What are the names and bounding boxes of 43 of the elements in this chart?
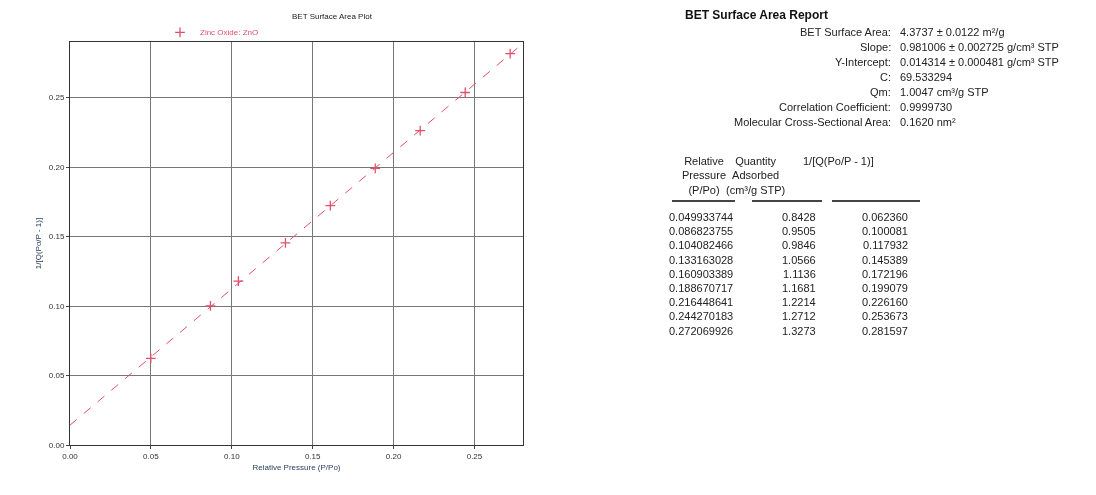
text: 0.133163028 1.0566 0.145389 — [669, 254, 908, 266]
point — [232, 275, 244, 287]
text: Molecular Cross-Sectional Area: 0.1620 nm² — [734, 116, 956, 128]
text: Correlation Coefficient: 0.9999730 — [779, 101, 952, 113]
point — [324, 200, 336, 212]
point — [369, 162, 381, 174]
text: 0.216448641 1.2214 0.226160 — [669, 296, 908, 308]
x-tick-label: 0.05 — [143, 451, 160, 461]
text: 0.188670717 1.1681 0.199079 — [669, 282, 908, 294]
point — [204, 300, 217, 312]
text: 0.049933744 0.8428 0.062360 — [669, 211, 908, 223]
text: Relative Pressure (P/Po) Quantity Adsorbed (cm³/g STP) 1/[Q(Po/P - 1)] — [682, 155, 874, 196]
chart-title: BET Surface Area Plot — [292, 12, 373, 21]
point — [145, 352, 157, 364]
x-tick-label: 0.25 — [466, 451, 483, 461]
y-tick-label: 0.15 — [48, 232, 65, 242]
y-tick-label: 0.25 — [48, 93, 65, 103]
text: 0.272069926 1.3273 0.281597 — [669, 325, 908, 337]
text: C: 69.533294 — [880, 71, 952, 83]
text: Slope: 0.981006 ± 0.002725 g/cm³ STP — [860, 41, 1059, 53]
point — [279, 237, 291, 249]
y-tick-label: 0.20 — [48, 162, 65, 172]
text: BET Surface Area Report — [685, 8, 828, 22]
text: 0.104082466 0.9846 0.117932 — [669, 239, 909, 251]
x-tick-label: 0.10 — [224, 451, 241, 461]
text: Y-Intercept: 0.014314 ± 0.000481 g/cm³ STP — [835, 56, 1059, 68]
x-axis-title: Relative Pressure (P/Po) — [252, 462, 341, 472]
x-tick-label: 0.15 — [304, 451, 322, 461]
x-tick-label: 0.00 — [62, 451, 79, 461]
point — [459, 86, 471, 99]
point — [414, 125, 426, 137]
y-axis-title: 1/[Q(Po/P - 1)] — [33, 217, 43, 270]
text: BET Surface Area: 4.3737 ± 0.0122 m²/g — [800, 26, 1005, 38]
text: 0.086823755 0.9505 0.100081 — [669, 225, 908, 237]
text: 0.160903389 1.1136 0.172196 — [669, 268, 908, 280]
x-tick-label: 0.20 — [385, 451, 402, 461]
legend-label: Zinc Oxide: ZnO — [200, 28, 259, 38]
text: 0.244270183 1.2712 0.253673 — [669, 310, 908, 322]
text: Qm: 1.0047 cm³/g STP — [870, 86, 989, 98]
y-tick-label: 0.00 — [48, 440, 65, 450]
y-tick-label: 0.05 — [48, 371, 65, 381]
point — [504, 48, 516, 60]
y-tick-label: 0.10 — [48, 301, 65, 311]
